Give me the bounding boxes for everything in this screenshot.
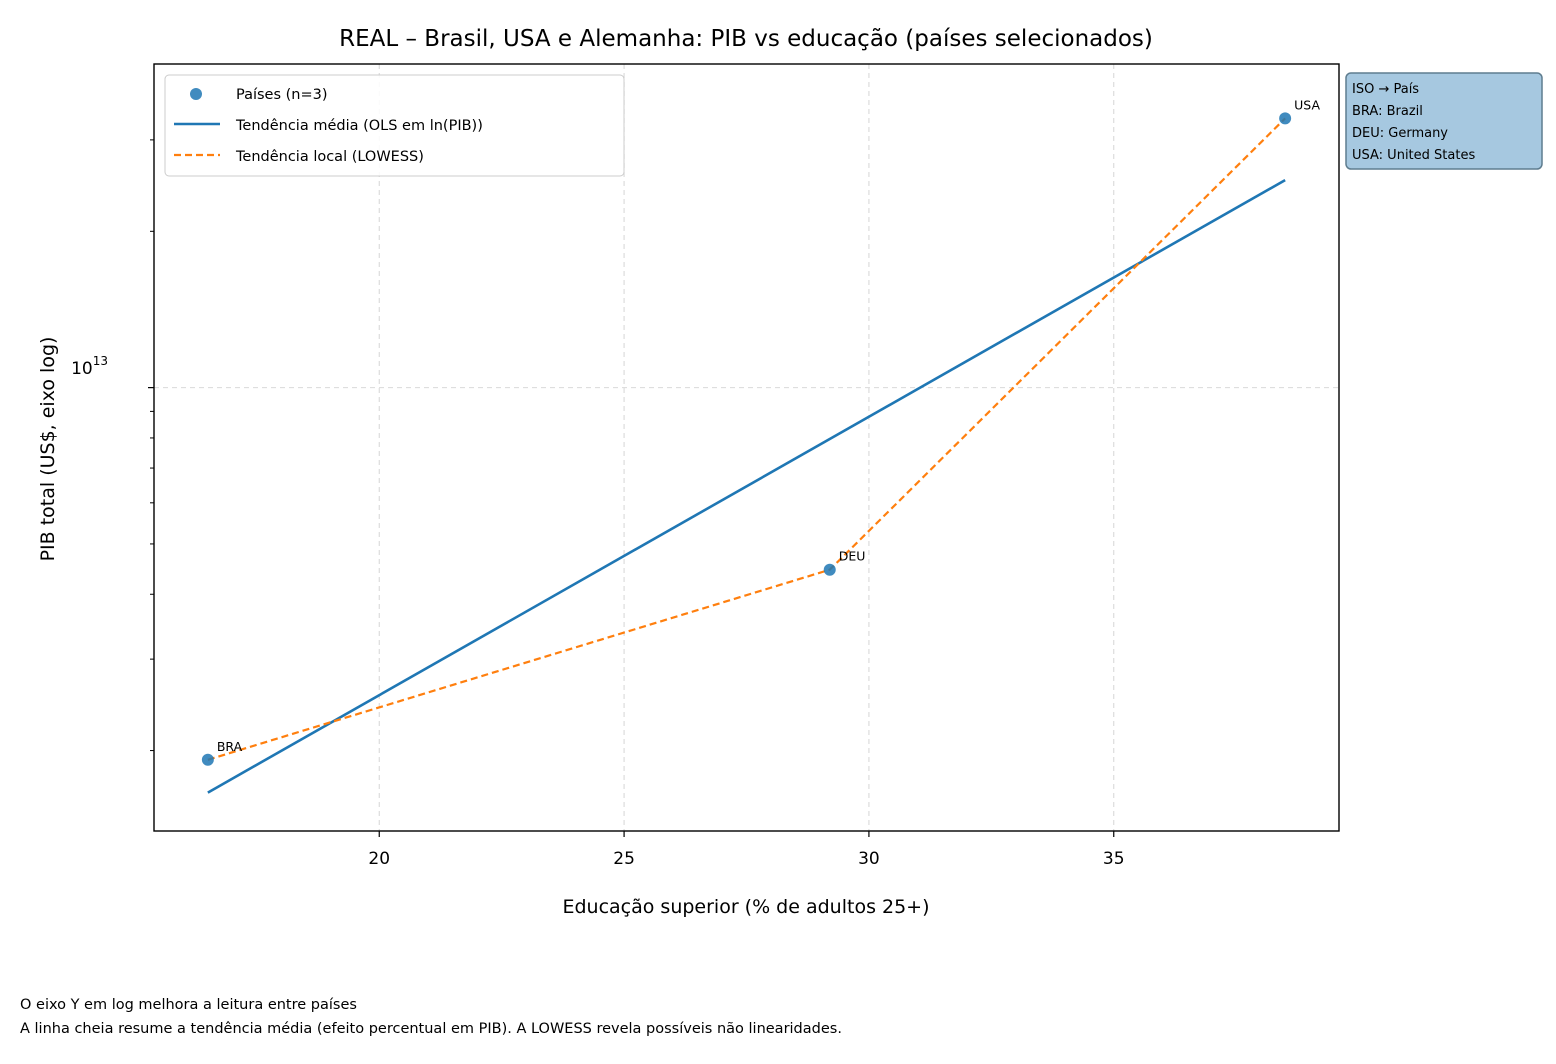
- point-labels: BRA DEU USA: [217, 97, 1321, 753]
- chart-title: REAL – Brasil, USA e Alemanha: PIB vs ed…: [339, 26, 1153, 52]
- ols-trend-line: [207, 178, 1286, 794]
- legend: Países (n=3) Tendência média (OLS em ln(…: [164, 74, 625, 177]
- data-point-usa: [1279, 112, 1292, 125]
- footnote-line-1: O eixo Y em log melhora a leitura entre …: [20, 997, 357, 1013]
- point-label-bra: BRA: [217, 739, 243, 754]
- legend-label-ols: Tendência média (OLS em ln(PIB)): [235, 118, 483, 134]
- x-tick-label: 35: [1103, 849, 1125, 869]
- y-axis-label: PIB total (US$, eixo log): [37, 337, 59, 562]
- legend-label-points: Países (n=3): [236, 87, 328, 103]
- y-tick-label-major: 1013: [71, 354, 108, 379]
- x-axis-label: Educação superior (% de adultos 25+): [562, 896, 929, 918]
- x-tick-label: 25: [613, 849, 635, 869]
- legend-label-lowess: Tendência local (LOWESS): [235, 149, 424, 165]
- data-points: [201, 112, 1292, 766]
- footnote-line-2: A linha cheia resume a tendência média (…: [20, 1021, 842, 1037]
- x-tick-label: 30: [858, 849, 880, 869]
- iso-box-line-usa: USA: United States: [1352, 148, 1475, 163]
- iso-legend-box: ISO → País BRA: Brazil DEU: Germany USA:…: [1345, 72, 1543, 170]
- lowess-trend-line: [207, 117, 1286, 761]
- trend-lines: [207, 117, 1286, 794]
- point-label-usa: USA: [1294, 97, 1320, 112]
- y-axis-ticks: [148, 139, 154, 752]
- legend-marker-points: [190, 88, 202, 100]
- grid-lines: [154, 64, 1339, 831]
- data-point-deu: [823, 563, 836, 576]
- iso-box-line-deu: DEU: Germany: [1352, 126, 1448, 141]
- iso-box-line-bra: BRA: Brazil: [1352, 104, 1423, 119]
- data-point-bra: [201, 753, 214, 766]
- legend-box: [164, 74, 625, 177]
- plot-frame: [153, 63, 1340, 832]
- x-tick-label: 20: [368, 849, 390, 869]
- y-tick-base: 10: [71, 359, 93, 379]
- point-label-deu: DEU: [839, 549, 866, 564]
- iso-box-title: ISO → País: [1352, 82, 1419, 97]
- iso-box-background: [1345, 72, 1543, 170]
- y-tick-exponent: 13: [93, 354, 108, 368]
- x-axis-ticks: 20 25 30 35: [368, 831, 1125, 869]
